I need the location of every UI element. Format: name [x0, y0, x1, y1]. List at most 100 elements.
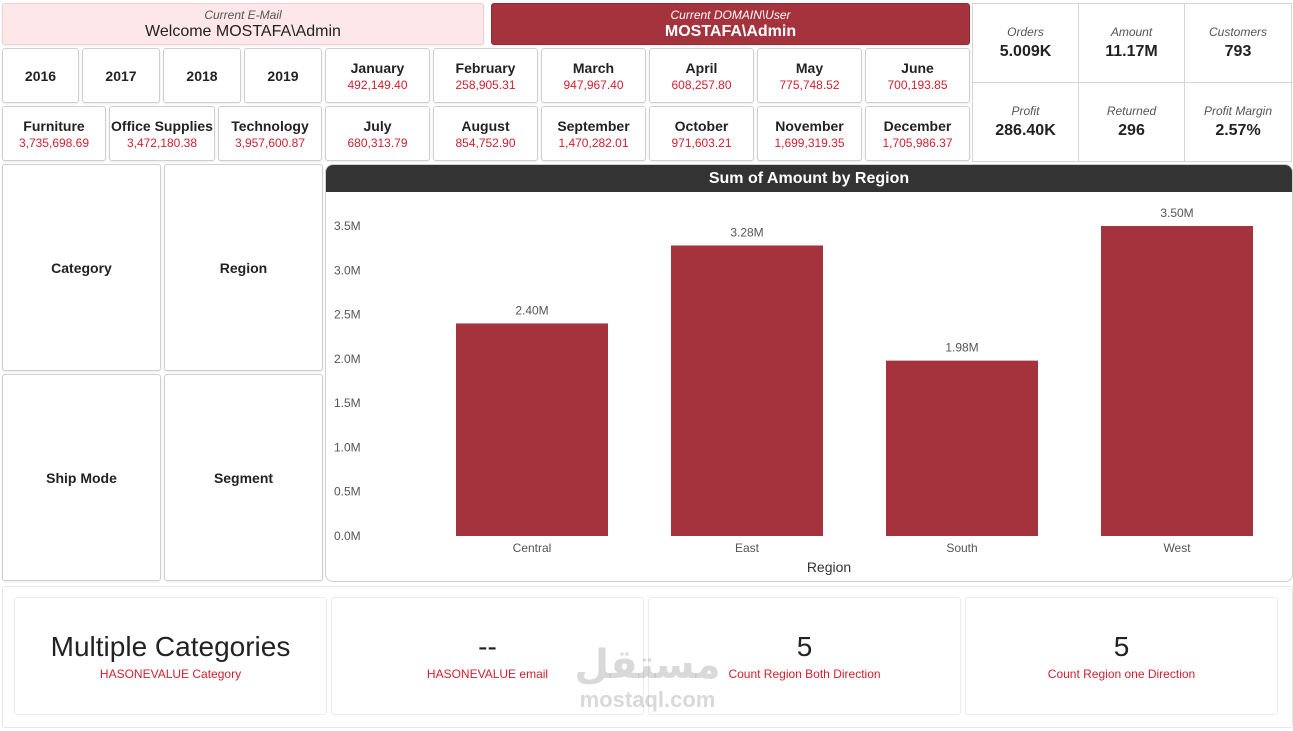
y-tick-label: 1.5M	[334, 396, 361, 410]
kpi-profit-margin: Profit Margin 2.57%	[1185, 83, 1291, 162]
month-button-september[interactable]: September 1,470,282.01	[541, 106, 646, 161]
kpi-value: 2.57%	[1215, 121, 1261, 139]
x-tick-label: East	[735, 541, 760, 555]
y-tick-label: 2.0M	[334, 352, 361, 366]
x-tick-label: West	[1163, 541, 1191, 555]
kpi-label: Amount	[1110, 24, 1153, 39]
month-amount: 854,752.90	[455, 135, 516, 150]
x-tick-label: South	[946, 541, 977, 555]
month-button-august[interactable]: August 854,752.90	[433, 106, 538, 161]
measure-label: Count Region one Direction	[1047, 667, 1196, 681]
x-axis-title: Region	[807, 559, 851, 575]
kpi-orders: Orders 5.009K	[973, 4, 1079, 83]
month-amount: 947,967.40	[563, 77, 624, 92]
month-amount: 492,149.40	[347, 77, 408, 92]
month-amount: 971,603.21	[671, 135, 732, 150]
measure-value: --	[478, 631, 497, 662]
month-amount: 1,470,282.01	[558, 135, 629, 150]
y-tick-label: 0.0M	[334, 529, 361, 543]
month-button-april[interactable]: April 608,257.80	[649, 48, 754, 103]
y-tick-label: 3.0M	[334, 263, 361, 277]
kpi-value: 793	[1224, 42, 1252, 60]
bar-chart-svg: 0.0M 0.5M 1.0M 1.5M 2.0M 2.5M 3.0M 3.5M 2.40M Cen…	[334, 206, 1253, 575]
year-button-2016[interactable]: 2016	[2, 48, 79, 103]
bar-data-label: 2.40M	[515, 303, 548, 317]
measure-card-region-one: 5 Count Region one Direction	[965, 597, 1278, 715]
month-button-november[interactable]: November 1,699,319.35	[757, 106, 862, 161]
measure-card-region-both: 5 Count Region Both Direction	[648, 597, 961, 715]
month-label: September	[557, 117, 630, 134]
measure-label: Count Region Both Direction	[728, 667, 881, 681]
kpi-customers: Customers 793	[1185, 4, 1291, 83]
filter-tile-label: Region	[219, 259, 268, 276]
category-amount: 3,957,600.87	[234, 135, 306, 150]
month-label: May	[795, 59, 824, 76]
measure-value: 5	[796, 631, 813, 662]
measure-label: HASONEVALUE email	[426, 667, 549, 681]
month-label: November	[775, 117, 844, 134]
year-label: 2018	[186, 67, 218, 84]
month-button-february[interactable]: February 258,905.31	[433, 48, 538, 103]
month-label: April	[685, 59, 718, 76]
measure-card-category: Multiple Categories HASONEVALUE Category	[14, 597, 327, 715]
year-button-2019[interactable]: 2019	[244, 48, 322, 103]
bar-data-label: 3.28M	[730, 225, 763, 239]
month-button-march[interactable]: March 947,967.40	[541, 48, 646, 103]
kpi-label: Customers	[1208, 24, 1267, 39]
kpi-amount: Amount 11.17M	[1079, 4, 1185, 83]
month-label: June	[901, 59, 934, 76]
kpi-value: 11.17M	[1105, 42, 1158, 60]
month-label: December	[883, 117, 952, 134]
category-amount: 3,735,698.69	[18, 135, 90, 150]
bar-data-label: 3.50M	[1160, 206, 1193, 220]
kpi-grid: Orders 5.009K Amount 11.17M Customers 79…	[972, 3, 1292, 162]
kpi-value: 286.40K	[995, 121, 1056, 139]
kpi-label: Returned	[1106, 103, 1157, 118]
filter-tile-segment[interactable]: Segment	[164, 374, 323, 581]
bar-central[interactable]	[456, 323, 608, 536]
month-label: August	[461, 117, 510, 134]
year-button-2018[interactable]: 2018	[163, 48, 241, 103]
measure-value: Multiple Categories	[50, 631, 291, 662]
month-button-july[interactable]: July 680,313.79	[325, 106, 430, 161]
filter-tile-category[interactable]: Category	[2, 164, 161, 371]
month-amount: 258,905.31	[455, 77, 516, 92]
month-label: March	[572, 59, 615, 76]
category-amount: 3,472,180.38	[126, 135, 198, 150]
amount-by-region-chart: Sum of Amount by Region 0.0M 0.5M 1.0M 1.5M…	[325, 164, 1293, 582]
month-button-january[interactable]: January 492,149.40	[325, 48, 430, 103]
filter-tile-label: Category	[51, 259, 112, 276]
bar-east[interactable]	[671, 245, 823, 536]
chart-title: Sum of Amount by Region	[326, 165, 1292, 192]
welcome-text: Welcome MOSTAFA\Admin	[145, 22, 341, 40]
bar-data-label: 1.98M	[945, 341, 978, 355]
category-button-furniture[interactable]: Furniture 3,735,698.69	[2, 106, 106, 161]
x-tick-label: Central	[513, 541, 552, 555]
month-button-october[interactable]: October 971,603.21	[649, 106, 754, 161]
month-button-may[interactable]: May 775,748.52	[757, 48, 862, 103]
filter-tile-region[interactable]: Region	[164, 164, 323, 371]
month-label: January	[350, 59, 405, 76]
month-button-june[interactable]: June 700,193.85	[865, 48, 970, 103]
month-label: February	[455, 59, 516, 76]
current-email-card: Current E-Mail Welcome MOSTAFA\Admin	[2, 3, 484, 45]
filter-tile-ship-mode[interactable]: Ship Mode	[2, 374, 161, 581]
kpi-returned: Returned 296	[1079, 82, 1185, 161]
category-label: Furniture	[23, 117, 85, 134]
month-amount: 680,313.79	[347, 135, 408, 150]
category-button-office-supplies[interactable]: Office Supplies 3,472,180.38	[109, 106, 215, 161]
y-tick-label: 3.5M	[334, 219, 361, 233]
bar-south[interactable]	[886, 360, 1038, 536]
current-email-label: Current E-Mail	[204, 7, 282, 22]
kpi-label: Orders	[1007, 24, 1044, 39]
kpi-label: Profit Margin	[1203, 103, 1273, 118]
kpi-profit: Profit 286.40K	[973, 82, 1079, 161]
filter-tile-label: Ship Mode	[46, 469, 117, 486]
measure-value: 5	[1113, 631, 1130, 662]
year-button-2017[interactable]: 2017	[82, 48, 160, 103]
year-label: 2017	[105, 67, 137, 84]
bar-west[interactable]	[1101, 226, 1253, 536]
category-button-technology[interactable]: Technology 3,957,600.87	[218, 106, 322, 161]
month-button-december[interactable]: December 1,705,986.37	[865, 106, 970, 161]
month-amount: 775,748.52	[779, 77, 840, 92]
